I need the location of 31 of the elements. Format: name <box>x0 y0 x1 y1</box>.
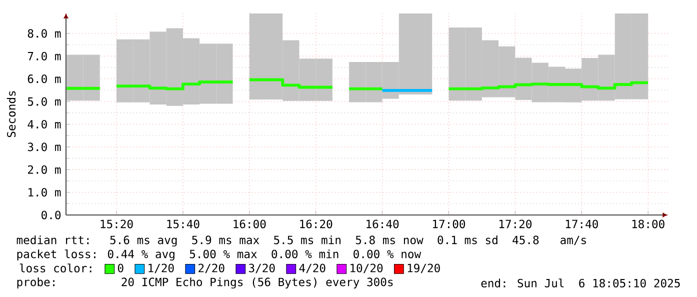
text: packet loss: 0.44 % avg 5.00 % max 0.00 % min 0.00 % now <box>17 249 422 261</box>
y-tick-label: 2.0 m <box>28 165 61 174</box>
y-tick-label: 1.0 m <box>28 188 61 197</box>
text: probe: 20 ICMP Echo Pings (56 Bytes) every 300s <box>17 277 393 289</box>
x-tick-label: 16:20 <box>300 220 332 228</box>
x-tick-label: 17:00 <box>433 220 466 228</box>
y-tick-label: 4.0 m <box>28 120 61 129</box>
x-tick-label: 17:40 <box>566 220 598 228</box>
legend-label: 4/20 <box>299 264 326 274</box>
y-axis-title: Seconds <box>6 91 16 138</box>
legend-label: 1/20 <box>148 264 174 274</box>
x-tick-label: 15:20 <box>100 220 133 228</box>
y-tick-label: 0.0 <box>42 210 61 220</box>
legend-label: 2/20 <box>198 264 224 274</box>
y-tick-label: 3.0 m <box>28 142 61 152</box>
legend-label: 10/20 <box>350 264 383 274</box>
x-tick-label: 16:40 <box>366 220 399 228</box>
y-tick-label: 5.0 m <box>28 97 61 106</box>
x-tick-label: 18:00 <box>632 220 664 228</box>
y-tick-label: 8.0 m <box>28 29 61 38</box>
x-tick-label: 16:00 <box>234 220 266 228</box>
y-tick-label: 6.0 m <box>28 74 61 84</box>
legend-label: 19/20 <box>408 264 440 274</box>
legend-label: 3/20 <box>248 264 275 274</box>
text: median rtt: 5.6 ms avg 5.9 ms max 5.5 ms min 5.8 ms now 0.1 ms sd 45.8 am/s <box>16 235 586 247</box>
legend-title: loss color: <box>20 264 92 272</box>
x-tick-label: 15:40 <box>167 220 200 228</box>
y-tick-label: 7.0 m <box>28 52 61 60</box>
legend-label: 0 <box>118 264 124 272</box>
x-tick-label: 17:20 <box>499 220 532 228</box>
text: end: Sun Jul 6 18:05:10 2025 <box>481 278 680 288</box>
